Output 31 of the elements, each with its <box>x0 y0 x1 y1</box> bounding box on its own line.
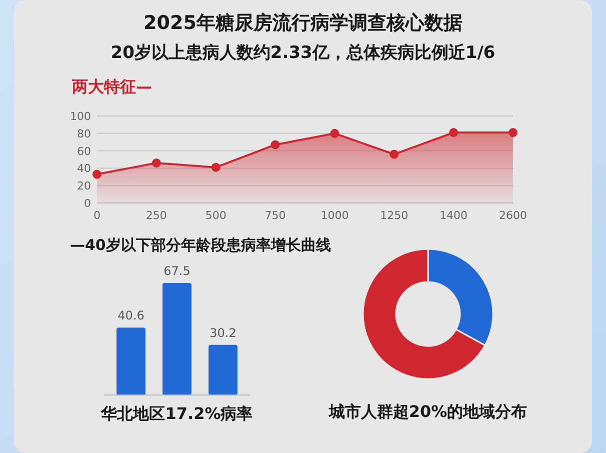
chart-title: —40岁以下部分年龄段患病率增长曲线 <box>70 236 331 254</box>
x-axis-title: 华北地区17.2%病率 <box>100 404 253 423</box>
point <box>92 170 102 179</box>
y-tick-label: 0 <box>84 197 91 210</box>
data-label: 30.2 <box>210 326 236 340</box>
point <box>330 128 340 138</box>
y-tick-label: 40 <box>77 162 91 176</box>
x-tick-label: 1000 <box>320 209 349 222</box>
y-tick-label: 100 <box>70 110 91 123</box>
text: 城市人群超20%的地域分布 <box>328 402 528 421</box>
point <box>390 150 399 159</box>
y-tick-label: 60 <box>77 144 91 158</box>
y-tick-label: 80 <box>77 127 91 140</box>
data-label: 40.6 <box>118 308 144 323</box>
y-tick-label: 20 <box>77 180 91 193</box>
x-tick-label: 1250 <box>380 209 408 222</box>
x-tick-label: 250 <box>146 209 167 222</box>
data-label: 67.5 <box>164 264 190 278</box>
x-tick-label: 1400 <box>440 209 468 222</box>
point <box>152 158 161 168</box>
x-tick-label: 750 <box>264 209 286 222</box>
chart-title: 2025年糖尿房流行病学调查核心数据 <box>144 12 462 34</box>
point <box>211 162 220 172</box>
point <box>508 128 518 138</box>
x-tick-label: 2600 <box>499 209 527 222</box>
x-tick-label: 0 <box>94 209 100 222</box>
point <box>449 128 458 138</box>
text: 两大特征— <box>71 77 152 96</box>
x-tick-label: 500 <box>205 209 226 222</box>
point <box>270 140 280 150</box>
chart-subtitle: 20岁以上患病人数约2.33亿，总体疾病比例近1/6 <box>110 43 496 63</box>
